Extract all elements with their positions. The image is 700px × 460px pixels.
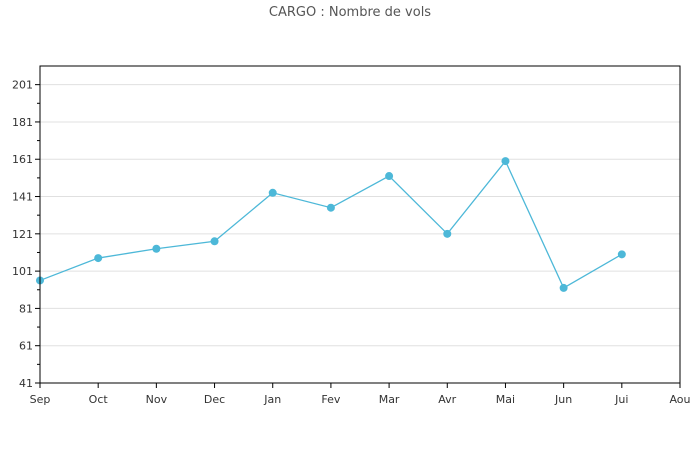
data-point[interactable] [326, 203, 335, 212]
data-point[interactable] [501, 157, 510, 166]
x-tick-label: Jun [554, 393, 572, 406]
x-tick-label: Aou [669, 393, 690, 406]
data-point[interactable] [268, 188, 277, 197]
x-tick-label: Mar [379, 393, 400, 406]
data-point[interactable] [210, 237, 219, 246]
x-tick-label: Nov [146, 393, 168, 406]
x-axis: Sep Oct Nov Dec Jan Fev Mar Avr Mai Jun Jui Aou [30, 383, 691, 406]
y-tick-label: 101 [12, 265, 33, 278]
data-point[interactable] [94, 254, 103, 263]
plot-frame [39, 65, 681, 384]
y-tick-label: 41 [19, 377, 33, 390]
grid-lines [40, 84, 680, 347]
chart-title: CARGO : Nombre de vols [268, 5, 432, 20]
y-tick-label: 121 [12, 228, 33, 241]
x-tick-label: Jui [614, 393, 628, 406]
x-tick-label: Jan [263, 393, 281, 406]
data-point[interactable] [443, 229, 452, 238]
data-point[interactable] [617, 250, 626, 259]
y-tick-label: 81 [19, 302, 33, 315]
series-layer [36, 157, 626, 292]
y-tick-label: 181 [12, 116, 33, 129]
x-tick-label: Fev [321, 393, 340, 406]
y-tick-label: 141 [12, 191, 33, 204]
y-tick-label: 201 [12, 79, 33, 92]
x-tick-label: Dec [204, 393, 225, 406]
x-tick-label: Oct [89, 393, 109, 406]
data-point[interactable] [559, 283, 568, 292]
x-tick-label: Sep [30, 393, 51, 406]
y-tick-label: 61 [19, 340, 33, 353]
y-axis: 41 61 81 101 121 141 161 181 201 [12, 79, 40, 390]
x-tick-label: Mai [496, 393, 515, 406]
data-point[interactable] [385, 172, 394, 181]
x-tick-label: Avr [438, 393, 456, 406]
y-tick-label: 161 [12, 153, 33, 166]
data-point[interactable] [152, 244, 161, 253]
series-line [39, 159, 623, 289]
